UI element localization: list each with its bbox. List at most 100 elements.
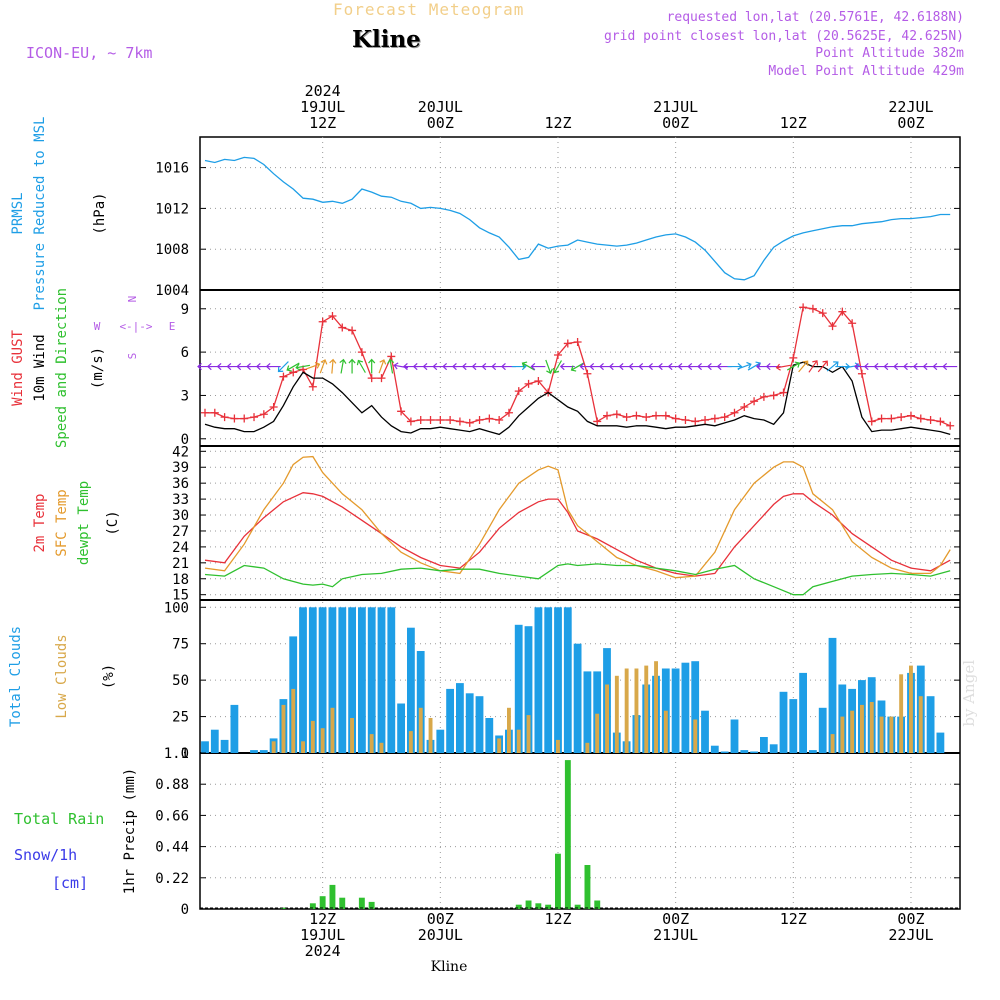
wind-direction-arrow — [775, 363, 791, 371]
total-cloud-bar — [436, 729, 445, 753]
gust-marker — [916, 414, 925, 423]
gust-marker — [210, 408, 219, 417]
y-tick-label: 9 — [181, 302, 189, 318]
gust-marker — [387, 352, 396, 361]
gust-marker — [357, 348, 366, 357]
total-cloud-bar — [465, 693, 474, 753]
total-cloud-bar — [554, 607, 562, 753]
wind-direction-arrow — [545, 359, 553, 374]
time-label-top: 12Z — [544, 114, 571, 132]
low-cloud-bar — [850, 710, 855, 753]
wind-direction-arrow — [942, 362, 958, 371]
y-axis-title: 1hr Precip (mm) — [122, 768, 138, 894]
time-label-top: 20JUL — [418, 98, 463, 116]
low-cloud-bar — [644, 665, 649, 753]
wind-direction-arrow — [808, 360, 819, 373]
time-label-bottom: 12Z — [309, 910, 336, 928]
total-cloud-bar — [387, 607, 396, 753]
y-tick-label: 1004 — [155, 283, 189, 299]
gust-marker — [828, 322, 837, 331]
total-cloud-bar — [730, 719, 739, 753]
time-label-bottom: 12Z — [780, 910, 807, 928]
gust-marker — [887, 414, 896, 423]
gust-marker — [524, 379, 533, 388]
low-cloud-bar — [840, 716, 845, 753]
low-cloud-bar — [428, 718, 433, 753]
gust-marker — [857, 369, 866, 378]
low-cloud-bar — [408, 731, 413, 753]
model-label: ICON-EU, ~ 7km — [26, 44, 153, 62]
y-tick-label: 0.88 — [155, 777, 189, 793]
gust-marker — [279, 372, 288, 381]
wind-direction-arrow — [339, 358, 347, 374]
dewpoint-line — [204, 563, 951, 596]
total-cloud-bar — [573, 643, 582, 753]
gust-marker — [867, 417, 876, 426]
wind-direction-arrow — [265, 362, 281, 371]
wind-direction-arrow — [817, 360, 828, 373]
gust-marker — [779, 388, 788, 397]
gust-marker — [446, 416, 455, 424]
total-cloud-bar — [475, 696, 484, 753]
low-cloud-bar — [330, 707, 335, 753]
total-cloud-bar — [446, 688, 454, 753]
y-axis-unit: (C) — [105, 510, 121, 535]
rain-bar — [515, 904, 522, 909]
t2m-line — [204, 492, 951, 577]
gust-marker — [553, 351, 562, 359]
time-label-bottom: 19JUL — [300, 926, 345, 944]
low-cloud-bar — [860, 704, 864, 753]
rain-bar — [329, 884, 336, 909]
total-cloud-bar — [544, 607, 553, 753]
gust-marker — [367, 374, 376, 383]
gust-marker — [220, 413, 229, 422]
pressure-line — [204, 156, 951, 281]
low-cloud-bar — [605, 684, 609, 753]
total-cloud-bar — [210, 729, 219, 753]
total-cloud-bar — [230, 704, 239, 753]
y-tick-label: 42 — [172, 444, 189, 460]
gust-marker — [759, 392, 768, 401]
wind-direction-arrow — [319, 359, 328, 374]
low-cloud-bar — [350, 718, 354, 753]
total-cloud-bar — [691, 661, 700, 753]
meteogram-title: Forecast Meteogram — [333, 0, 525, 19]
low-cloud-bar — [634, 668, 639, 753]
total-cloud-bar — [681, 662, 690, 753]
wind-direction-arrow — [737, 361, 752, 370]
time-label-top: 21JUL — [653, 98, 698, 116]
low-cloud-bar — [369, 734, 374, 753]
total-cloud-bar — [416, 651, 425, 753]
y-axis-title: 10m Wind — [32, 334, 48, 401]
time-label-top: 00Z — [662, 114, 689, 132]
y-tick-label: 50 — [172, 673, 189, 689]
total-cloud-bar — [348, 607, 356, 753]
low-cloud-bar — [909, 665, 913, 753]
gust-marker — [308, 382, 317, 391]
total-cloud-bar — [514, 624, 523, 753]
gust-marker — [799, 303, 808, 312]
y-tick-label: 18 — [172, 572, 189, 588]
low-cloud-bar — [497, 738, 502, 753]
y-tick-label: 1012 — [155, 201, 189, 217]
gust-marker — [318, 317, 327, 326]
rain-bar — [309, 903, 316, 909]
compass-west: W — [94, 320, 101, 333]
total-cloud-bar — [299, 607, 307, 753]
y-axis-title: Speed and Direction — [54, 288, 70, 448]
wind-direction-arrow — [295, 363, 311, 371]
gust-marker — [534, 377, 543, 385]
low-cloud-bar — [614, 675, 619, 753]
time-label-bottom: 20JUL — [418, 926, 463, 944]
gust-marker — [495, 416, 504, 424]
low-cloud-bar — [320, 728, 325, 753]
wind-direction-arrow — [277, 361, 289, 373]
y-tick-label: 0 — [181, 746, 189, 762]
total-cloud-bar — [799, 672, 807, 753]
wind-direction-arrow — [798, 360, 809, 373]
low-cloud-bar — [595, 713, 600, 753]
low-cloud-bar — [301, 741, 305, 753]
total-cloud-bar — [936, 732, 945, 753]
total-cloud-bar — [701, 710, 709, 753]
y-axis-title: Wind GUST — [10, 330, 26, 406]
